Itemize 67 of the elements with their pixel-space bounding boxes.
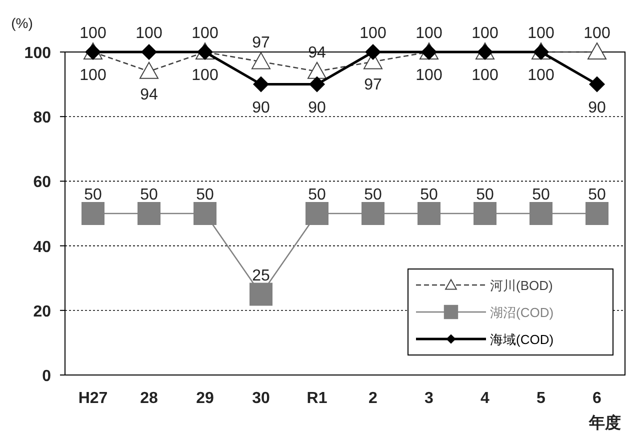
- point: [362, 202, 384, 225]
- data-label: 100: [416, 67, 442, 84]
- x-tick-label: 6: [592, 390, 602, 407]
- y-axis-title: (%): [11, 15, 33, 31]
- data-label: 100: [528, 67, 554, 84]
- data-label: 50: [588, 186, 606, 204]
- x-tick-label: 3: [424, 390, 434, 407]
- point: [252, 52, 270, 70]
- data-label: 50: [196, 186, 214, 204]
- data-label: 100: [192, 25, 218, 42]
- data-label: 50: [420, 186, 438, 204]
- data-label: 50: [532, 186, 550, 204]
- y-tick-label: 100: [24, 45, 52, 62]
- point: [194, 202, 216, 225]
- data-label: 100: [416, 25, 442, 42]
- data-label: 100: [472, 25, 498, 42]
- point: [474, 202, 496, 225]
- y-tick-label: 60: [33, 174, 52, 192]
- point: [82, 202, 104, 225]
- y-tick-label: 20: [33, 303, 52, 320]
- data-label: 50: [84, 186, 102, 204]
- y-tick-label: 80: [33, 110, 52, 127]
- point: [253, 76, 269, 92]
- x-tick-label: 2: [368, 390, 378, 407]
- data-label: 100: [192, 67, 218, 84]
- point: [588, 42, 606, 60]
- data-label: 97: [364, 76, 382, 94]
- x-tick-label: 4: [480, 390, 490, 407]
- data-label: 50: [476, 186, 494, 204]
- data-label: 90: [308, 99, 326, 116]
- point: [141, 44, 157, 60]
- point: [530, 202, 552, 225]
- point: [308, 62, 326, 79]
- data-label: 100: [472, 67, 498, 84]
- data-label: 50: [308, 186, 326, 204]
- data-label: 25: [252, 267, 270, 284]
- data-label: 50: [364, 186, 382, 204]
- data-label: 94: [140, 86, 158, 104]
- x-tick-label: 29: [196, 390, 214, 407]
- point: [306, 202, 328, 225]
- data-label: 100: [528, 25, 554, 42]
- data-label: 100: [136, 25, 162, 42]
- data-label: 100: [584, 25, 610, 42]
- y-tick-label: 0: [42, 368, 52, 385]
- point: [140, 62, 158, 79]
- y-tick-label: 40: [33, 238, 52, 256]
- data-label: 90: [252, 99, 270, 116]
- x-axis-title: 年度: [588, 413, 621, 432]
- x-tick-label: 28: [140, 390, 158, 407]
- point: [365, 44, 381, 60]
- data-label: 100: [80, 25, 106, 42]
- x-tick-label: 30: [252, 390, 270, 407]
- data-label: 100: [360, 25, 386, 42]
- point: [250, 282, 272, 306]
- point: [418, 202, 440, 225]
- x-tick-label: 5: [536, 390, 546, 407]
- point: [138, 202, 160, 225]
- data-label: 50: [140, 186, 158, 204]
- x-tick-label: R1: [306, 390, 328, 407]
- point: [589, 76, 605, 92]
- data-label: 100: [80, 67, 106, 84]
- point: [309, 76, 325, 92]
- legend: 河川(BOD) 湖沼(COD) 海域(COD): [408, 268, 614, 356]
- data-label: 97: [252, 34, 270, 52]
- point: [586, 202, 608, 225]
- data-label: 90: [588, 99, 606, 116]
- x-tick-label: H27: [78, 390, 108, 407]
